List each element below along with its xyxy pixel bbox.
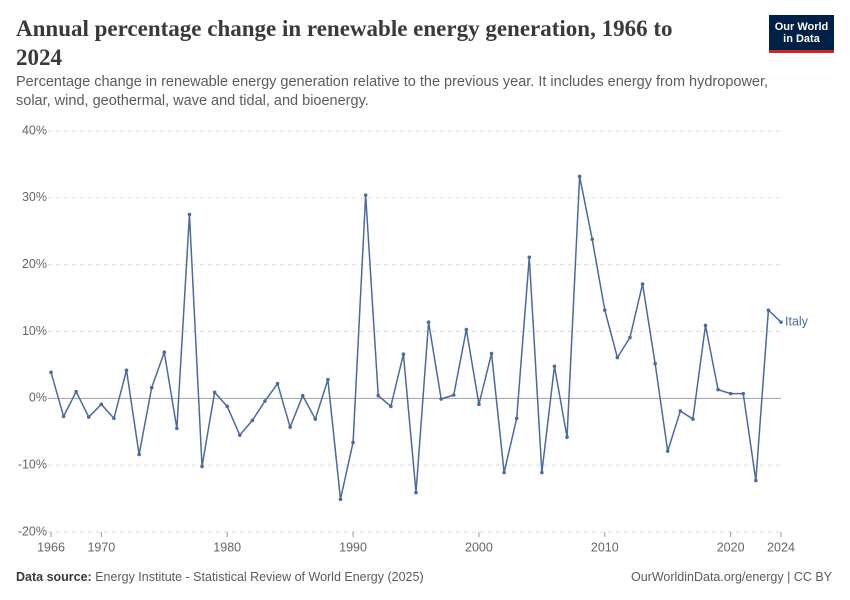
y-tick-label: 30% xyxy=(22,190,47,204)
point xyxy=(464,327,469,332)
point xyxy=(137,452,141,457)
point xyxy=(351,440,355,445)
x-tick-label: 2024 xyxy=(767,540,795,554)
point xyxy=(212,390,217,395)
point xyxy=(716,387,720,392)
point xyxy=(665,449,670,453)
point xyxy=(691,417,695,421)
point xyxy=(477,402,481,407)
x-tick-label: 2010 xyxy=(591,540,619,554)
point xyxy=(502,470,506,475)
y-tick-label: -10% xyxy=(18,457,47,471)
point xyxy=(389,404,393,409)
x-tick-label: 1990 xyxy=(339,540,367,554)
x-tick-label: 1966 xyxy=(37,540,65,554)
point xyxy=(300,393,305,398)
point xyxy=(489,351,494,356)
point xyxy=(263,399,267,403)
chart-title: Annual percentage change in renewable en… xyxy=(16,16,673,70)
point xyxy=(86,415,91,419)
point xyxy=(678,409,683,413)
point xyxy=(628,335,632,340)
point xyxy=(766,308,771,312)
point xyxy=(99,402,104,407)
line xyxy=(50,176,782,500)
point xyxy=(754,478,758,483)
point xyxy=(200,464,204,469)
chart-subtitle: Percentage change in renewable energy ge… xyxy=(16,74,769,109)
y-tick-label: 10% xyxy=(22,324,47,338)
point xyxy=(376,393,381,398)
point xyxy=(590,237,595,242)
point xyxy=(288,425,292,429)
point xyxy=(540,470,544,475)
point xyxy=(49,370,53,375)
point xyxy=(451,393,456,397)
point xyxy=(61,414,66,419)
point xyxy=(552,364,557,369)
point xyxy=(602,308,607,312)
point xyxy=(112,416,116,421)
point xyxy=(175,426,179,431)
point xyxy=(187,212,192,217)
point xyxy=(124,368,129,373)
series-label: Italy xyxy=(785,314,809,328)
y-tick-label: 20% xyxy=(22,257,47,271)
point xyxy=(741,391,746,396)
license[interactable]: OurWorldinData.org/energy | CC BY xyxy=(630,570,832,584)
point xyxy=(577,174,582,179)
source-label: Data source: xyxy=(16,570,92,584)
point xyxy=(338,497,343,502)
source: Data source: Energy Institute - Statisti… xyxy=(16,570,424,584)
point xyxy=(225,404,230,409)
point xyxy=(275,381,280,386)
y-tick-label: 0% xyxy=(29,391,47,405)
point xyxy=(703,323,708,328)
point xyxy=(640,282,645,286)
y-tick-label: -20% xyxy=(18,524,47,538)
point xyxy=(401,352,406,357)
point xyxy=(779,320,783,324)
logo-text: Our World xyxy=(774,21,829,33)
x-tick-label: 2000 xyxy=(465,540,493,554)
logo-text: in Data xyxy=(783,33,820,45)
logo[interactable]: Our World in Data xyxy=(769,15,834,53)
point xyxy=(565,435,569,439)
point xyxy=(149,385,154,390)
point xyxy=(615,355,620,360)
source-text: Energy Institute - Statistical Review of… xyxy=(95,570,424,584)
point xyxy=(653,361,657,366)
point xyxy=(74,389,78,394)
point xyxy=(313,417,318,421)
point xyxy=(414,490,418,495)
y-tick-label: 40% xyxy=(22,123,47,137)
point xyxy=(250,418,255,423)
x-tick-label: 1980 xyxy=(213,540,241,554)
point xyxy=(527,255,532,260)
x-tick-label: 1970 xyxy=(87,540,115,554)
point xyxy=(363,193,368,197)
point xyxy=(514,416,519,421)
point xyxy=(439,397,443,401)
point xyxy=(162,350,167,355)
point xyxy=(237,433,242,437)
x-tick-label: 2020 xyxy=(717,540,745,554)
point xyxy=(326,377,330,382)
point xyxy=(728,391,733,396)
point xyxy=(426,320,431,324)
